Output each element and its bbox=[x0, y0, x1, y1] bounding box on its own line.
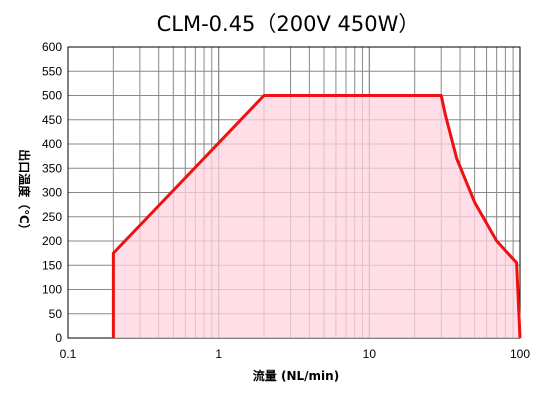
y-tick-label: 550 bbox=[42, 64, 62, 78]
series-line bbox=[111, 94, 522, 339]
plot-area bbox=[111, 94, 522, 339]
x-tick-label: 0.1 bbox=[60, 347, 77, 361]
y-tick-label: 300 bbox=[42, 186, 62, 200]
x-axis-label: 流量 (NL/min) bbox=[253, 368, 339, 383]
series-area bbox=[113, 95, 521, 338]
y-tick-label: 200 bbox=[42, 234, 62, 248]
y-tick-label: 500 bbox=[42, 89, 62, 103]
y-tick-label: 400 bbox=[42, 137, 62, 151]
y-tick-label: 50 bbox=[49, 307, 63, 321]
y-tick-labels: 0 50 100 150 200 250 300 350 400 450 500 550 600 bbox=[42, 40, 62, 345]
chart-title: CLM-0.45（200V 450W） bbox=[157, 12, 420, 36]
y-tick-label: 0 bbox=[55, 331, 62, 345]
y-tick-label: 150 bbox=[42, 258, 62, 272]
y-tick-label: 250 bbox=[42, 210, 62, 224]
y-tick-label: 450 bbox=[42, 113, 62, 127]
y-tick-label: 600 bbox=[42, 40, 62, 54]
x-tick-label: 10 bbox=[363, 347, 377, 361]
y-tick-label: 350 bbox=[42, 161, 62, 175]
x-tick-label: 1 bbox=[215, 347, 222, 361]
y-tick-label: 100 bbox=[42, 283, 62, 297]
x-tick-label: 100 bbox=[510, 347, 530, 361]
x-tick-labels: 0.1 1 10 100 bbox=[60, 347, 531, 361]
y-axis-label: 出口温度（℃） bbox=[17, 149, 32, 236]
